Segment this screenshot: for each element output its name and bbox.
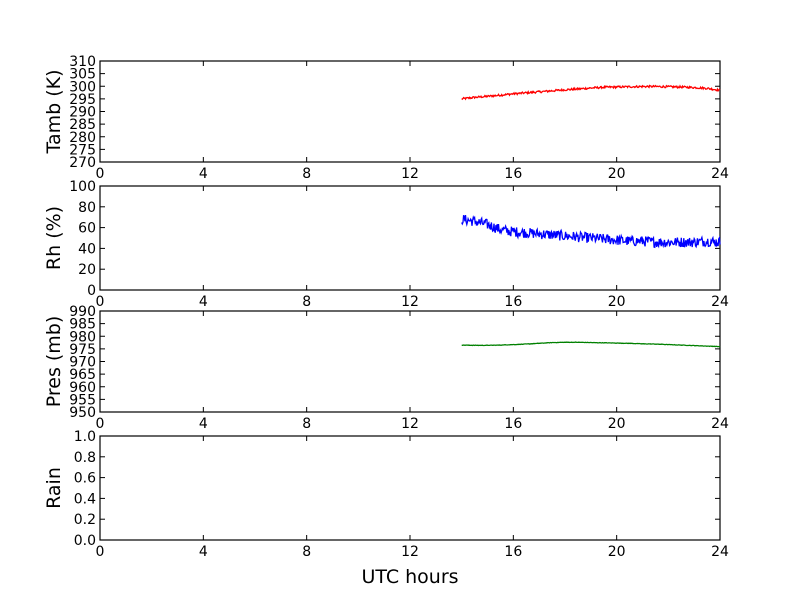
x-tick-label: 4	[199, 416, 208, 432]
y-tick-label: 290	[69, 105, 96, 121]
plot-frame	[99, 435, 721, 541]
x-tick-label: 4	[199, 544, 208, 560]
x-tick-label: 12	[401, 544, 419, 560]
x-tick-label: 20	[608, 166, 626, 182]
y-tick-label: 0.6	[74, 471, 96, 487]
y-tick-label: 20	[78, 262, 96, 278]
x-tick-label: 24	[711, 166, 729, 182]
x-tick-label: 16	[504, 166, 522, 182]
series-line	[461, 84, 721, 101]
x-tick-label: 8	[302, 294, 311, 310]
y-axis-label: Pres (mb)	[43, 316, 65, 408]
x-tick-label: 12	[401, 166, 419, 182]
y-tick-label: 1.0	[74, 429, 96, 445]
x-tick-label: 12	[401, 294, 419, 310]
x-tick-label: 8	[302, 544, 311, 560]
x-tick-label: 12	[401, 416, 419, 432]
x-tick-label: 16	[504, 294, 522, 310]
y-tick-label: 975	[69, 342, 96, 358]
y-axis-label: Tamb (K)	[43, 70, 65, 155]
y-tick-label: 965	[69, 367, 96, 383]
y-tick-label: 0.8	[74, 450, 96, 466]
y-tick-label: 970	[69, 355, 96, 371]
y-tick-label: 40	[78, 241, 96, 257]
series-line	[461, 214, 721, 249]
y-tick-label: 0	[87, 283, 96, 299]
y-tick-label: 950	[69, 405, 96, 421]
x-tick-label: 8	[302, 166, 311, 182]
y-axis-label: Rain	[43, 467, 65, 509]
x-tick-label: 16	[504, 416, 522, 432]
x-tick-label: 0	[96, 416, 105, 432]
y-tick-label: 0.4	[74, 491, 96, 507]
x-tick-label: 24	[711, 544, 729, 560]
y-tick-label: 295	[69, 92, 96, 108]
y-tick-label: 0.2	[74, 512, 96, 528]
x-tick-label: 0	[96, 294, 105, 310]
panel-4: 0.0 0.2 0.4 0.6 0.8 1.0 0 4 8 12 16 20 24 Rain UTC hou…	[43, 429, 729, 588]
x-tick-label: 20	[608, 544, 626, 560]
y-tick-label: 310	[69, 54, 96, 70]
y-tick-label: 275	[69, 142, 96, 158]
x-tick-label: 0	[96, 544, 105, 560]
x-tick-label: 4	[199, 166, 208, 182]
y-tick-label: 300	[69, 79, 96, 95]
y-axis-label: Rh (%)	[43, 206, 65, 270]
y-tick-label: 270	[69, 155, 96, 171]
x-tick-label: 8	[302, 416, 311, 432]
x-tick-label: 24	[711, 416, 729, 432]
y-tick-label: 0.0	[74, 533, 96, 549]
series-line	[461, 341, 721, 348]
y-tick-label: 955	[69, 392, 96, 408]
y-tick-label: 280	[69, 130, 96, 146]
plot-frame	[99, 60, 721, 163]
y-tick-label: 980	[69, 329, 96, 345]
y-tick-label: 960	[69, 380, 96, 396]
y-tick-label: 305	[69, 67, 96, 83]
x-tick-label: 24	[711, 294, 729, 310]
plot-frame	[99, 310, 721, 413]
x-tick-label: 16	[504, 544, 522, 560]
x-tick-label: 4	[199, 294, 208, 310]
x-axis-label: UTC hours	[361, 566, 458, 588]
y-tick-label: 100	[69, 179, 96, 195]
x-tick-label: 20	[608, 416, 626, 432]
y-tick-label: 285	[69, 117, 96, 133]
x-tick-label: 0	[96, 166, 105, 182]
y-tick-label: 990	[69, 304, 96, 320]
x-tick-label: 20	[608, 294, 626, 310]
y-tick-label: 985	[69, 317, 96, 333]
y-tick-label: 60	[78, 221, 96, 237]
y-tick-label: 80	[78, 200, 96, 216]
